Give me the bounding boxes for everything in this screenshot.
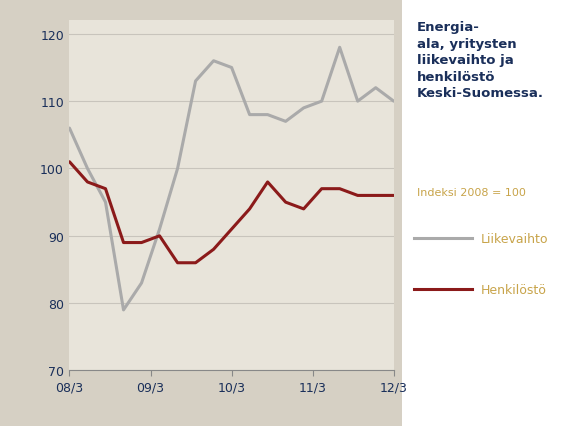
Text: Energia-
ala, yritysten
liikevaihto ja
henkilöstö
Keski-Suomessa.: Energia- ala, yritysten liikevaihto ja h… (417, 21, 544, 100)
Text: Indeksi 2008 = 100: Indeksi 2008 = 100 (417, 187, 526, 197)
Text: Liikevaihto: Liikevaihto (481, 232, 548, 245)
Text: Henkilöstö: Henkilöstö (481, 283, 547, 296)
